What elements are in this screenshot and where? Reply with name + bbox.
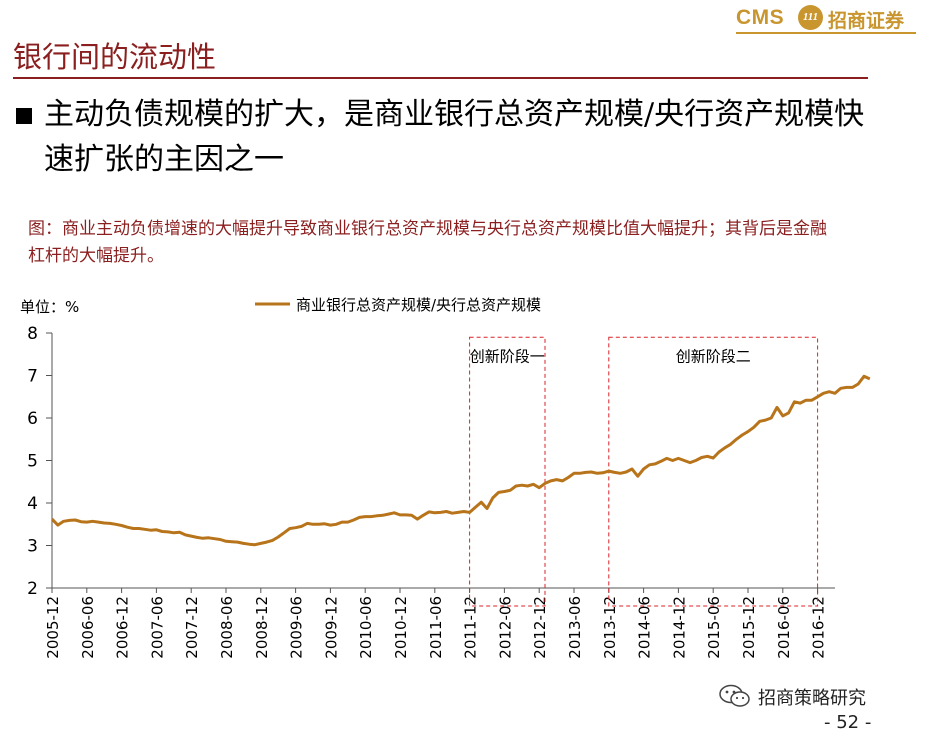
logo-badge: 111	[798, 5, 823, 30]
y-tick-label: 4	[27, 494, 38, 514]
y-axis-ticks: 2 3 4 5 6 7 8	[27, 324, 52, 599]
x-tick-label: 2007-12	[183, 596, 201, 659]
watermark-text: 招商策略研究	[758, 688, 866, 709]
x-tick-label: 2011-12	[462, 596, 480, 659]
y-tick-label: 3	[27, 537, 38, 557]
x-tick-label: 2008-06	[218, 596, 236, 659]
y-tick-label: 8	[27, 324, 38, 344]
x-tick-label: 2006-12	[114, 596, 132, 659]
x-tick-label: 2013-12	[601, 596, 619, 659]
y-tick-label: 5	[27, 452, 38, 472]
x-tick-label: 2016-12	[810, 596, 828, 659]
x-tick-label: 2006-06	[79, 596, 97, 659]
y-tick-label: 2	[27, 579, 38, 599]
chart-legend: 商业银行总资产规模/央行总资产规模	[255, 296, 541, 314]
x-tick-label: 2007-06	[148, 596, 166, 659]
x-tick-label: 2013-06	[566, 596, 584, 659]
logo-underline	[736, 32, 916, 34]
chart-caption: 图：商业主动负债增速的大幅提升导致商业银行总资产规模与央行总资产规模比值大幅提升…	[28, 219, 827, 266]
x-tick-label: 2014-12	[670, 596, 688, 659]
series-line	[50, 374, 871, 547]
logo-latin: CMS	[736, 6, 785, 29]
x-tick-label: 2010-12	[392, 596, 410, 659]
title-divider	[13, 77, 868, 79]
page-number: - 52 -	[824, 712, 872, 733]
x-tick-label: 2012-12	[531, 596, 549, 659]
line-chart: 商业银行总资产规模/央行总资产规模 2 3 4 5 6 7 8 2005-12 2006-06…	[27, 296, 871, 659]
x-tick-label: 2010-06	[357, 596, 375, 659]
bullet-text: 主动负债规模的扩大，是商业银行总资产规模/央行资产规模快速扩张的主因之一	[44, 97, 865, 177]
bullet-square-icon	[16, 108, 32, 124]
y-tick-label: 7	[27, 367, 38, 387]
x-tick-label: 2012-06	[496, 596, 514, 659]
logo-chinese: 招商证券	[828, 10, 905, 32]
x-tick-label: 2005-12	[44, 596, 62, 659]
legend-label: 商业银行总资产规模/央行总资产规模	[296, 296, 541, 314]
stage-annotations: 创新阶段一 创新阶段二	[469, 336, 819, 607]
watermark: 招商策略研究	[718, 682, 918, 710]
slide-title: 银行间的流动性	[13, 40, 217, 74]
stage-label: 创新阶段二	[676, 347, 751, 365]
x-tick-label: 2008-12	[253, 596, 271, 659]
stage-label: 创新阶段一	[470, 347, 545, 365]
x-tick-label: 2011-06	[427, 596, 445, 659]
y-tick-label: 6	[27, 409, 38, 429]
x-tick-label: 2009-06	[288, 596, 306, 659]
brand-logo: CMS 111 招商证券	[736, 4, 922, 32]
x-tick-label: 2014-06	[636, 596, 654, 659]
wechat-icon	[719, 684, 750, 707]
x-tick-label: 2015-12	[740, 596, 758, 659]
unit-label: 单位：%	[20, 298, 80, 316]
x-tick-label: 2016-06	[775, 596, 793, 659]
x-tick-label: 2015-06	[705, 596, 723, 659]
x-axis-ticks: 2005-12 2006-06 2006-12 2007-06 2007-12 2008-…	[44, 588, 828, 659]
stage-box	[469, 336, 546, 607]
x-tick-label: 2009-12	[322, 596, 340, 659]
